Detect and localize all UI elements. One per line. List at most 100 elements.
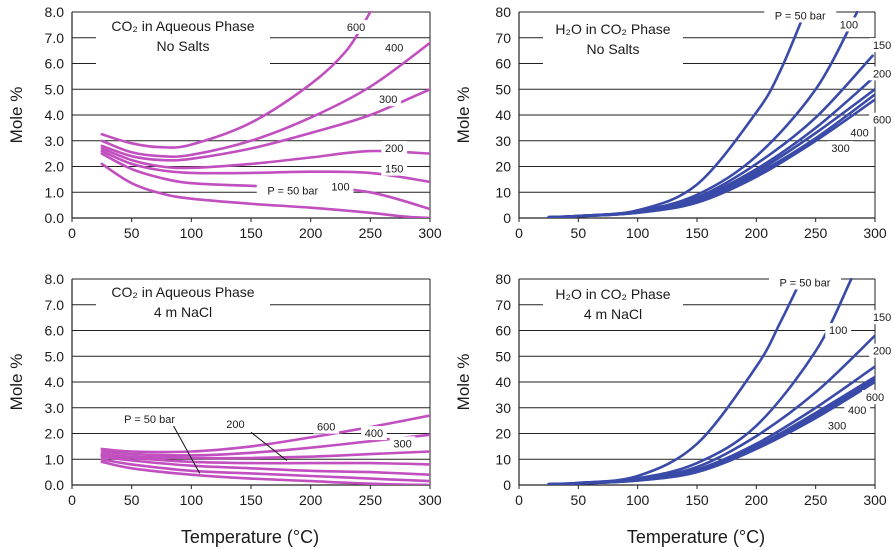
y-tick-label: 60 [495, 323, 511, 339]
curve-label-backdrop [824, 418, 850, 433]
curve-label-backdrop [375, 92, 402, 107]
y-tick-label: 80 [495, 271, 511, 287]
x-tick-label: 200 [745, 225, 769, 241]
curve-label-backdrop [835, 17, 862, 32]
chart-subtitle: 4 m NaCl [584, 306, 642, 322]
curve-label-backdrop [381, 40, 408, 55]
curve-label: 300 [393, 438, 411, 450]
title-backdrop [96, 283, 270, 323]
chart-panel-2: 0 10 20 30 40 50 60 70 80 0 50 100 150 200 250 300 Mole … [454, 4, 895, 241]
y-tick-label: 80 [495, 4, 511, 20]
curve-label: 200 [385, 143, 403, 155]
curve-label-backdrop [869, 38, 895, 53]
chart-subtitle: No Salts [587, 41, 640, 57]
x-tick-label: 50 [571, 225, 587, 241]
title-backdrop [543, 20, 683, 72]
y-tick-label: 2.0 [45, 159, 65, 175]
curve-label: 200 [226, 419, 244, 431]
title-backdrop [96, 17, 270, 67]
y-tick-label: 7.0 [45, 30, 65, 46]
curve-label: 400 [850, 128, 868, 140]
curve-label: 300 [828, 420, 846, 432]
series-line-1 [100, 460, 430, 485]
x-tick-label: 200 [745, 492, 769, 508]
chart-title: H₂O in CO₂ Phase [555, 21, 670, 37]
curve-label-backdrop [846, 125, 873, 140]
curve-label-backdrop [361, 426, 387, 441]
curve-label: 100 [331, 182, 349, 194]
curve-label: P = 50 bar [780, 277, 831, 289]
x-tick-label: 250 [804, 492, 828, 508]
series-line-5 [100, 88, 430, 162]
y-tick-label: 10 [495, 451, 511, 467]
x-tick-label: 150 [685, 225, 709, 241]
x-tick-label: 50 [124, 492, 140, 508]
series-line-7 [547, 380, 875, 485]
curve-label: 150 [873, 40, 891, 52]
curve-label-backdrop [869, 66, 895, 81]
x-tick-label: 100 [626, 492, 650, 508]
x-tick-label: 300 [418, 492, 442, 508]
curve-label: 300 [379, 94, 397, 106]
curve-label: 400 [385, 43, 403, 55]
curve-label: 600 [317, 422, 335, 434]
series-line-6 [100, 41, 430, 158]
x-tick-label: 150 [239, 492, 263, 508]
y-tick-label: 0.0 [45, 210, 65, 226]
y-tick-label: 0 [503, 477, 511, 493]
x-tick-label: 250 [804, 225, 828, 241]
series-line-3 [100, 455, 430, 476]
x-tick-label: 100 [626, 225, 650, 241]
title-backdrop [543, 285, 683, 325]
y-tick-label: 1.0 [45, 451, 65, 467]
curve-label: P = 50 bar [267, 186, 318, 198]
curve-label: 150 [385, 164, 403, 176]
x-tick-label: 50 [571, 492, 587, 508]
x-tick-label: 250 [359, 225, 383, 241]
chart-title: H₂O in CO₂ Phase [555, 286, 670, 302]
y-tick-label: 30 [495, 133, 511, 149]
curve-label-backdrop [827, 141, 854, 156]
series-line-7 [547, 98, 875, 218]
x-tick-label: 100 [180, 225, 204, 241]
x-axis-title-right: Temperature (°C) [627, 527, 765, 547]
curve-label: P = 50 bar [124, 414, 175, 426]
curve-label-backdrop [768, 275, 841, 290]
curve-label-backdrop [343, 20, 369, 35]
chart-panel-4: 0 10 20 30 40 50 60 70 80 0 50 100 150 200 250 300 Mole … [454, 271, 895, 508]
y-tick-label: 60 [495, 56, 511, 72]
series-line-1 [100, 162, 430, 218]
y-tick-label: 8.0 [45, 4, 65, 20]
y-tick-label: 7.0 [45, 297, 65, 313]
series-line-7 [100, 11, 372, 149]
y-tick-label: 4.0 [45, 374, 65, 390]
series-line-6 [100, 433, 430, 457]
curve-label-backdrop [113, 411, 186, 426]
series-group [547, 278, 875, 485]
curve-label: 600 [866, 392, 884, 404]
curve-label-backdrop [869, 310, 895, 325]
y-tick-label: 50 [495, 348, 511, 364]
x-tick-label: 100 [180, 492, 204, 508]
y-tick-label: 6.0 [45, 56, 65, 72]
curve-label: 200 [873, 346, 891, 358]
curve-label-backdrop [825, 323, 852, 338]
curve-label-backdrop [381, 161, 408, 176]
curve-label-backdrop [381, 141, 408, 156]
curve-label-backdrop [764, 8, 837, 23]
curve-label-backdrop [313, 419, 340, 434]
x-tick-label: 150 [239, 225, 263, 241]
y-tick-label: 40 [495, 107, 511, 123]
chart-panel-1: 0.0 1.0 2.0 3.0 4.0 5.0 6.0 7.0 8.0 0 50 100 150 200 2… [7, 4, 442, 241]
y-axis-title: Mole % [7, 87, 26, 144]
x-tick-label: 50 [124, 225, 140, 241]
curve-label-backdrop [389, 436, 416, 451]
x-tick-label: 300 [863, 492, 887, 508]
y-tick-label: 6.0 [45, 323, 65, 339]
y-tick-label: 20 [495, 159, 511, 175]
curve-label: 600 [873, 115, 891, 127]
curve-label: 300 [831, 143, 849, 155]
y-tick-label: 0.0 [45, 477, 65, 493]
x-tick-label: 250 [359, 492, 383, 508]
